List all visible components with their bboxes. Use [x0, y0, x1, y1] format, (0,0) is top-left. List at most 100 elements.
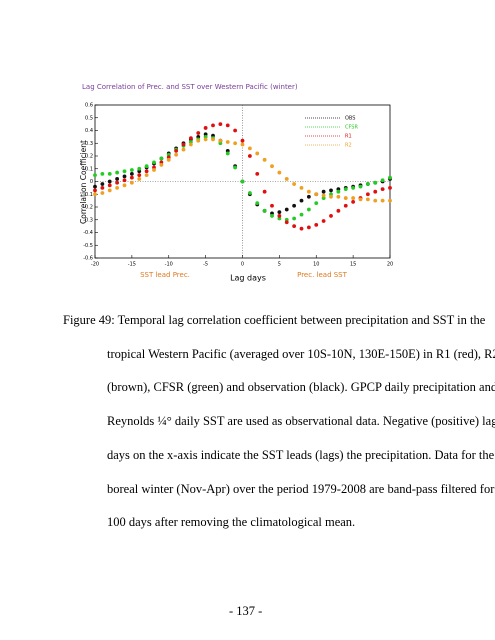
point	[211, 123, 215, 128]
x-tick-label: 10	[313, 262, 319, 268]
point	[122, 178, 127, 183]
point	[277, 210, 282, 215]
x-tick-label: 20	[387, 262, 393, 268]
y-tick-label: 0.1	[85, 166, 93, 172]
point	[152, 160, 156, 165]
point	[137, 173, 142, 178]
point	[122, 169, 127, 174]
point	[262, 157, 267, 162]
point	[115, 185, 120, 190]
point	[233, 128, 238, 133]
point	[247, 146, 252, 151]
caption-line: boreal winter (Nov-Apr) over the period …	[107, 481, 495, 496]
x-tick-label: -15	[128, 262, 136, 268]
point	[218, 138, 223, 143]
legend-label: OBS	[345, 116, 355, 122]
y-tick-label: 0.3	[85, 141, 93, 147]
point	[306, 189, 311, 194]
y-axis-label: Correlation Coefficient	[79, 140, 88, 224]
point	[299, 226, 304, 231]
point	[240, 142, 245, 147]
point	[351, 200, 356, 204]
point	[196, 138, 201, 143]
caption-line: 100 days after removing the climatologic…	[107, 515, 356, 530]
point	[247, 191, 252, 195]
page-number: - 137 -	[229, 604, 263, 618]
point	[365, 197, 370, 202]
point	[255, 171, 260, 176]
point	[100, 171, 105, 176]
x-tick-label: 5	[278, 262, 281, 268]
point	[174, 152, 179, 157]
point	[188, 142, 193, 147]
point	[292, 224, 297, 229]
chart-title: Lag Correlation of Prec. and SST over We…	[82, 83, 298, 91]
point	[388, 185, 392, 190]
point	[107, 188, 112, 193]
point	[336, 189, 341, 194]
point	[166, 157, 171, 162]
annotation: SST lead Prec.	[140, 271, 190, 279]
point	[358, 197, 363, 202]
y-tick-label: 0.2	[85, 154, 93, 160]
point	[262, 189, 267, 194]
point	[329, 194, 333, 199]
legend-label: R1	[345, 134, 352, 140]
caption-line: Reynolds ¼° daily SST are used as observ…	[107, 414, 495, 429]
x-tick-label: -20	[91, 262, 99, 268]
point	[188, 136, 193, 141]
point	[122, 183, 127, 188]
y-tick-label: -0.3	[83, 217, 93, 223]
point	[262, 208, 267, 213]
point	[284, 177, 289, 181]
caption-line: Figure 49: Temporal lag correlation coef…	[63, 313, 486, 327]
point	[225, 140, 230, 144]
point	[93, 184, 97, 189]
y-tick-label: 0.5	[85, 115, 93, 121]
point	[211, 137, 215, 142]
point	[218, 122, 223, 127]
chart: Lag Correlation of Prec. and SST over We…	[79, 83, 393, 283]
point	[115, 177, 120, 181]
point	[321, 193, 326, 198]
point	[100, 185, 105, 190]
x-tick-label: 0	[241, 262, 244, 268]
point	[365, 192, 370, 197]
point	[247, 154, 252, 158]
point	[107, 183, 112, 188]
point	[299, 198, 304, 203]
point	[299, 212, 304, 217]
point	[100, 182, 105, 186]
point	[144, 169, 149, 174]
caption-line: (brown), CFSR (green) and observation (b…	[107, 380, 495, 395]
point	[107, 171, 112, 176]
legend-label: R2	[345, 143, 352, 149]
point	[225, 123, 230, 128]
point	[115, 180, 120, 185]
y-tick-label: 0.4	[85, 128, 93, 134]
y-tick-label: -0.4	[83, 230, 93, 236]
point	[284, 207, 289, 212]
y-tick-label: -0.1	[83, 192, 93, 198]
point	[93, 192, 97, 197]
point	[351, 196, 356, 200]
point	[270, 164, 274, 169]
point	[358, 184, 363, 189]
point	[380, 198, 385, 203]
point	[159, 163, 164, 167]
point	[292, 182, 297, 186]
point	[233, 165, 238, 170]
point	[107, 179, 112, 184]
legend-label: CFSR	[345, 125, 358, 131]
point	[373, 189, 378, 194]
point	[329, 214, 333, 218]
point	[321, 189, 326, 194]
point	[115, 170, 120, 175]
annotation: Prec. lead SST	[297, 271, 348, 279]
point	[137, 177, 142, 181]
point	[373, 198, 378, 203]
point	[144, 164, 149, 169]
point	[314, 222, 319, 227]
x-tick-label: -5	[203, 262, 208, 268]
